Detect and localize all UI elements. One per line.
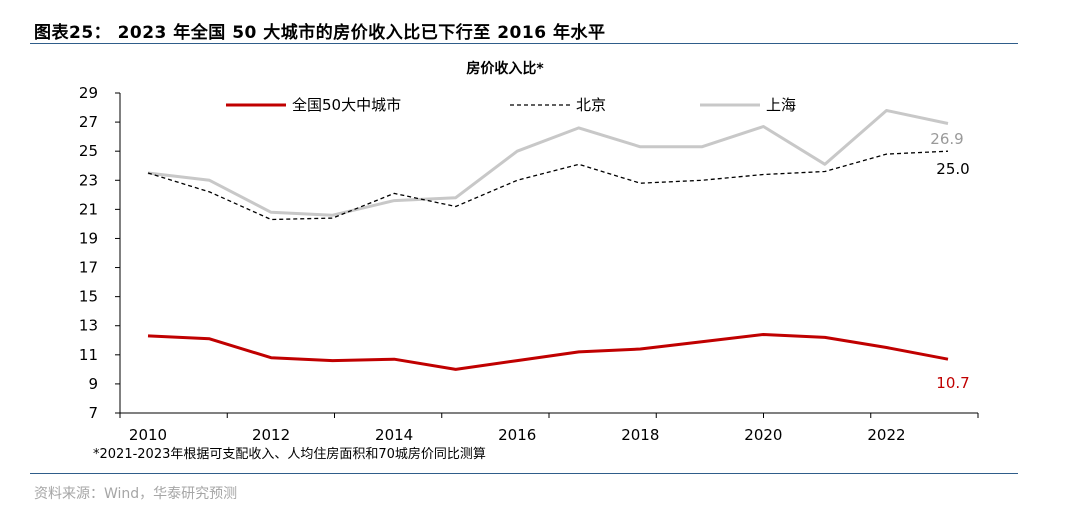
legend-label: 全国50大中城市: [292, 96, 401, 114]
x-tick-label: 2010: [129, 426, 167, 444]
series-line: [147, 333, 949, 371]
legend-label: 北京: [576, 96, 606, 114]
chart-title: 房价收入比*: [466, 60, 544, 77]
x-tick-label: 2016: [498, 426, 536, 444]
y-tick-label: 19: [79, 229, 98, 247]
y-tick-label: 13: [79, 317, 98, 335]
chart-series: [147, 109, 949, 371]
y-tick-label: 7: [88, 404, 98, 422]
end-labels: 10.7 25.0 26.9: [930, 130, 969, 392]
x-tick-label: 2014: [375, 426, 413, 444]
y-tick-label: 29: [79, 84, 98, 102]
source-note: 资料来源：Wind，华泰研究预测: [34, 486, 238, 502]
x-tick-label: 2012: [252, 426, 290, 444]
x-tick-label: 2018: [621, 426, 659, 444]
chart-footnote: *2021-2023年根据可支配收入、人均住房面积和70城房价同比测算: [93, 446, 486, 462]
top-rule: [30, 43, 1018, 44]
figure-title: 图表25： 2023 年全国 50 大城市的房价收入比已下行至 2016 年水平: [34, 23, 606, 43]
y-tick-label: 9: [88, 375, 98, 393]
series-line: [147, 109, 949, 217]
end-label: 10.7: [936, 374, 969, 392]
y-tick-label: 11: [79, 346, 98, 364]
y-tick-label: 25: [79, 142, 98, 160]
end-label: 25.0: [936, 160, 969, 178]
y-tick-label: 23: [79, 171, 98, 189]
y-tick-label: 15: [79, 288, 98, 306]
legend-label: 上海: [766, 96, 796, 114]
y-tick-label: 21: [79, 200, 98, 218]
chart-legend: 全国50大中城市 北京 上海: [226, 96, 796, 114]
end-label: 26.9: [930, 130, 963, 148]
chart-axes: 7 9 11 13 15 17 19 21 23 25 27 29 2010 2012 2014 2016 20…: [79, 84, 979, 444]
y-tick-label: 27: [79, 113, 98, 131]
x-tick-label: 2022: [867, 426, 905, 444]
y-tick-label: 17: [79, 259, 98, 277]
bottom-rule: [30, 473, 1018, 474]
series-line: [147, 150, 949, 221]
x-tick-label: 2020: [744, 426, 782, 444]
